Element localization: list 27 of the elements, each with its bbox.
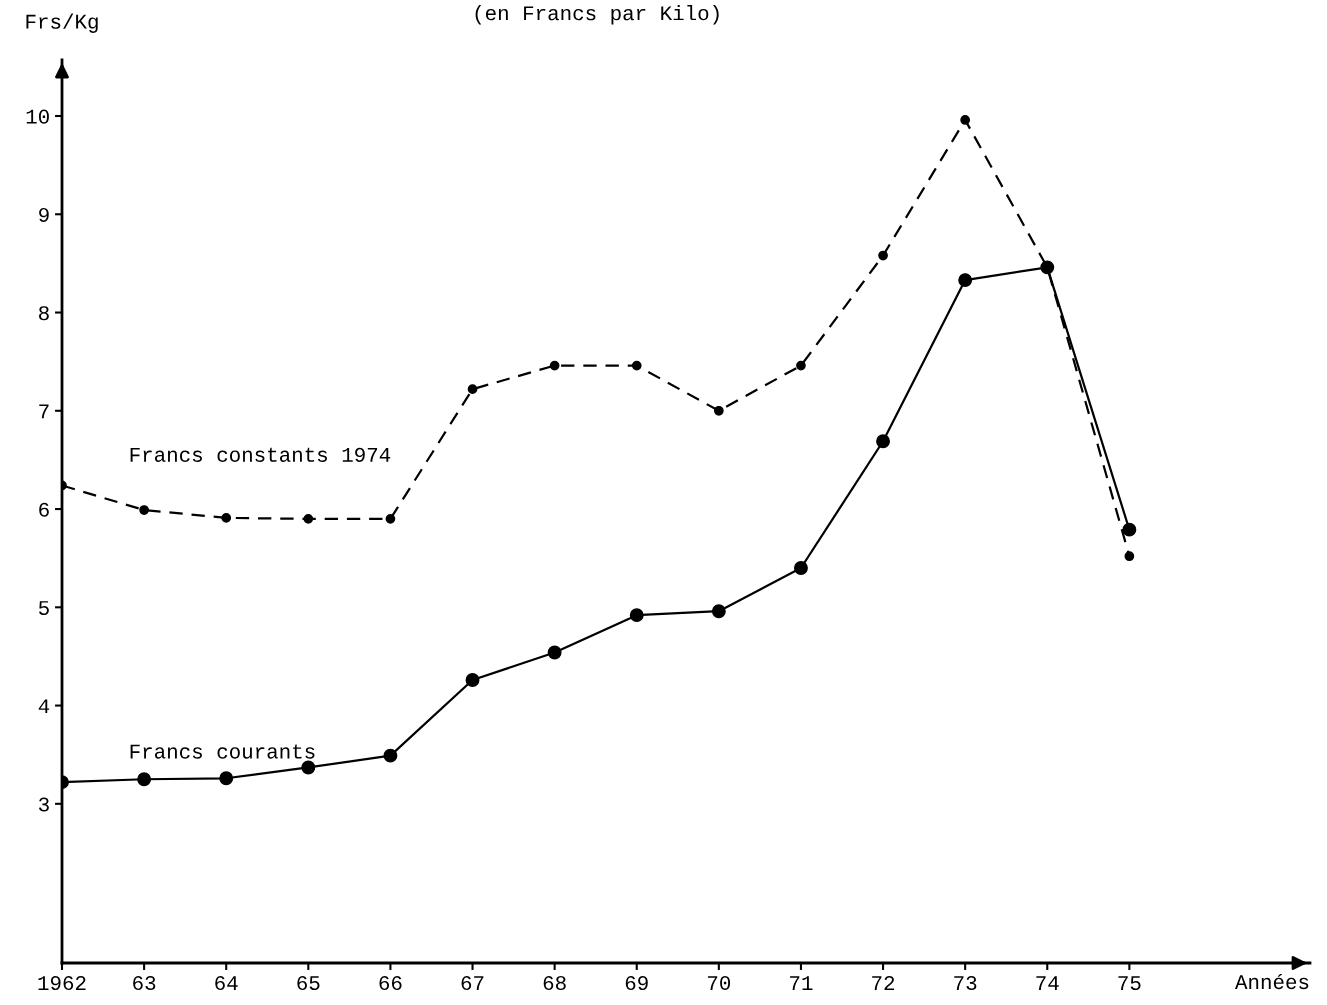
x-axis-title: Années <box>1234 974 1309 990</box>
series-label: Francs courants <box>130 744 315 759</box>
x-tick-label: 66 <box>379 975 402 991</box>
y-tick-label: 6 <box>39 502 49 517</box>
x-tick-label: 64 <box>215 975 238 991</box>
y-axis-title: Frs/Kg <box>26 13 98 33</box>
series-label: Francs constants 1974 <box>130 447 391 462</box>
x-tick-label: 71 <box>790 976 813 990</box>
x-tick-label: 70 <box>707 975 731 991</box>
x-tick-label: 68 <box>543 975 566 991</box>
x-tick-label: 74 <box>1036 976 1059 990</box>
y-tick-label: 9 <box>39 207 49 223</box>
x-tick-label: 75 <box>1118 976 1141 991</box>
y-tick-label: 10 <box>26 109 49 124</box>
chart-subtitle: (en Francs par Kilo) <box>475 5 719 25</box>
y-tick-label: 8 <box>39 306 49 321</box>
y-tick-label: 4 <box>38 699 50 714</box>
y-tick-label: 3 <box>38 797 49 812</box>
y-tick-label: 5 <box>38 601 49 616</box>
x-tick-label: 63 <box>133 975 156 991</box>
x-tick-label: 73 <box>954 975 977 991</box>
x-tick-label: 1962 <box>38 975 86 991</box>
x-tick-label: 69 <box>625 975 648 991</box>
y-tick-label: 7 <box>39 404 49 419</box>
x-tick-label: 72 <box>872 975 895 990</box>
x-tick-label: 65 <box>297 975 320 991</box>
x-tick-label: 67 <box>461 975 484 991</box>
